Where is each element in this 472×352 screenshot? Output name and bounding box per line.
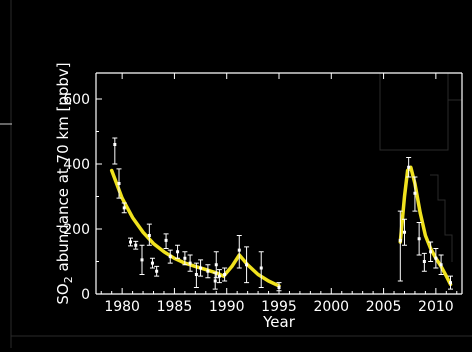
data-point bbox=[121, 202, 127, 214]
data-point bbox=[205, 264, 211, 279]
point-marker bbox=[417, 237, 421, 241]
point-marker bbox=[448, 281, 452, 285]
axes: 1980 1985 1990 1995 2000 2005 2010 0 200 400 600 bbox=[63, 72, 463, 315]
point-marker bbox=[402, 230, 406, 234]
data-point bbox=[397, 210, 403, 282]
point-marker bbox=[434, 256, 438, 260]
data-point bbox=[182, 251, 188, 266]
point-marker bbox=[176, 250, 180, 254]
y-axis-title-part-2: abundance at 70 km [ppbv] bbox=[54, 62, 72, 276]
data-point bbox=[401, 218, 407, 246]
y-tick-label: 600 bbox=[63, 92, 90, 108]
x-tick-label: 1980 bbox=[104, 299, 140, 315]
data-point bbox=[236, 235, 242, 269]
point-marker bbox=[164, 238, 168, 242]
point-marker bbox=[194, 273, 198, 276]
data-point bbox=[258, 251, 264, 288]
measurement-points bbox=[112, 137, 453, 292]
point-marker bbox=[117, 182, 121, 185]
data-point bbox=[187, 254, 193, 272]
point-marker bbox=[206, 269, 210, 273]
data-point bbox=[154, 265, 160, 277]
data-point bbox=[244, 246, 250, 284]
point-marker bbox=[214, 263, 218, 267]
point-marker bbox=[223, 273, 227, 276]
data-point bbox=[222, 267, 228, 282]
data-point bbox=[167, 249, 173, 264]
data-point bbox=[193, 262, 199, 288]
point-marker bbox=[113, 143, 117, 146]
point-marker bbox=[413, 191, 417, 195]
point-marker bbox=[439, 263, 443, 267]
data-point bbox=[128, 237, 134, 247]
frame-right-steps bbox=[430, 174, 453, 262]
x-tick-label: 2005 bbox=[366, 299, 402, 315]
data-point bbox=[421, 252, 427, 272]
data-point bbox=[116, 168, 122, 199]
data-point bbox=[447, 275, 453, 290]
data-point bbox=[438, 254, 444, 275]
data-point bbox=[428, 241, 434, 262]
data-point bbox=[212, 272, 218, 290]
point-marker bbox=[129, 240, 133, 244]
point-marker bbox=[155, 269, 159, 273]
data-point bbox=[198, 259, 204, 277]
data-point bbox=[416, 222, 422, 256]
point-marker bbox=[237, 248, 241, 252]
data-point bbox=[175, 244, 181, 259]
x-tick-label: 2010 bbox=[418, 299, 454, 315]
point-marker bbox=[245, 263, 249, 267]
point-marker bbox=[199, 266, 203, 270]
x-tick-label: 1990 bbox=[209, 299, 245, 315]
data-point bbox=[149, 257, 155, 269]
point-marker bbox=[134, 243, 138, 247]
y-axis-title-subscript: 2 bbox=[62, 276, 75, 283]
point-marker bbox=[147, 234, 151, 237]
data-point bbox=[146, 223, 152, 246]
x-axis-title: Year bbox=[262, 313, 296, 331]
point-marker bbox=[183, 256, 187, 260]
point-marker bbox=[398, 238, 402, 242]
y-tick-label: 200 bbox=[63, 222, 90, 238]
data-point bbox=[406, 157, 412, 178]
x-tick-label: 1995 bbox=[261, 299, 297, 315]
point-marker bbox=[407, 165, 411, 169]
point-marker bbox=[217, 274, 221, 278]
data-point bbox=[213, 251, 219, 279]
point-marker bbox=[277, 286, 281, 289]
point-marker bbox=[422, 260, 426, 263]
point-marker bbox=[429, 250, 433, 254]
data-point bbox=[433, 248, 439, 269]
data-point bbox=[139, 244, 145, 275]
point-marker bbox=[188, 261, 192, 265]
data-point bbox=[412, 176, 418, 212]
data-point bbox=[276, 282, 282, 292]
point-marker bbox=[150, 261, 154, 265]
y-tick-label: 0 bbox=[81, 287, 90, 303]
y-axis-title: SO2 abundance at 70 km [ppbv] bbox=[54, 62, 75, 304]
point-marker bbox=[259, 266, 263, 270]
data-point bbox=[112, 137, 118, 165]
x-tick-label: 1985 bbox=[157, 299, 193, 315]
y-axis-title-part-1: SO bbox=[54, 283, 72, 304]
data-point bbox=[133, 240, 139, 250]
point-marker bbox=[213, 279, 217, 283]
data-point bbox=[216, 269, 222, 284]
point-marker bbox=[140, 258, 144, 262]
fit-curve-segment bbox=[398, 165, 453, 287]
y-tick-label: 400 bbox=[63, 157, 90, 173]
point-marker bbox=[122, 206, 126, 210]
x-tick-label: 2000 bbox=[313, 299, 349, 315]
point-marker bbox=[168, 255, 172, 259]
data-point bbox=[163, 233, 169, 249]
